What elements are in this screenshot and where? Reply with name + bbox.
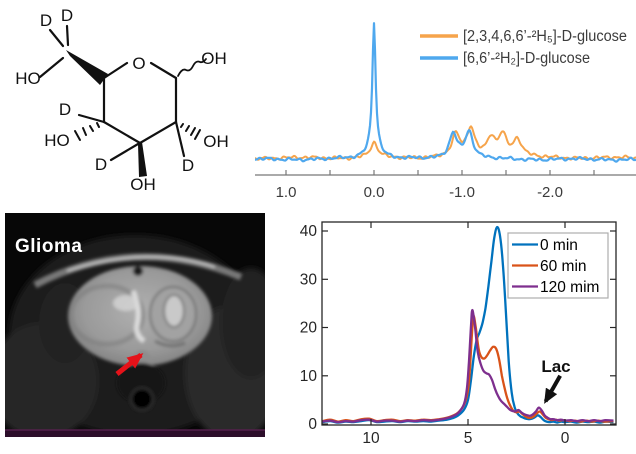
hash-wedge-c2-oh bbox=[180, 123, 201, 140]
nmr-xtick-label-m2: -2.0 bbox=[537, 184, 563, 201]
nmr-series-1 bbox=[255, 22, 636, 163]
atom-label-oh-anomeric: OH bbox=[201, 49, 227, 68]
mri-panel: Glioma bbox=[5, 213, 265, 437]
dmrs-curves bbox=[322, 225, 614, 424]
mri-brain bbox=[33, 253, 243, 412]
wavy-bond bbox=[177, 58, 207, 77]
nmr-legend: [2,3,4,6,6’-²H₅]-D-glucose [6,6’-²H₂]-D-… bbox=[420, 28, 627, 67]
lac-annotation-label: Lac bbox=[541, 357, 570, 376]
tumor-lower-rim bbox=[154, 339, 186, 348]
ytick-20: 20 bbox=[300, 320, 317, 337]
nmr-spectrum-chart: 1.0 0.0 -1.0 -2.0 [2,3,4,6,6’-²H₅]-D-glu… bbox=[255, 22, 636, 201]
glioma-label: Glioma bbox=[15, 236, 82, 257]
nmr-series-0 bbox=[255, 125, 636, 161]
atom-label-d-c2: D bbox=[182, 156, 194, 175]
tumor-core bbox=[163, 294, 185, 328]
xtick-10: 10 bbox=[362, 430, 380, 447]
molecule-bonds bbox=[38, 24, 207, 162]
nmr-x-axis-ticks bbox=[285, 170, 595, 175]
atom-label-ho-left: HO bbox=[15, 69, 41, 88]
ytick-0: 0 bbox=[308, 416, 317, 433]
nmr-xtick-label-m1: -1.0 bbox=[449, 184, 475, 201]
atom-label-ho-c4: HO bbox=[44, 131, 70, 150]
ytick-10: 10 bbox=[300, 368, 317, 385]
xtick-0: 0 bbox=[561, 430, 570, 447]
glioma-mri-image: Glioma bbox=[5, 213, 265, 437]
sub-brain-dark bbox=[117, 363, 165, 403]
xtick-5: 5 bbox=[464, 430, 473, 447]
axes-box bbox=[321, 221, 617, 426]
axis-ticks bbox=[322, 222, 616, 425]
hash-wedge-c4-ho bbox=[74, 122, 100, 141]
atom-label-oh-c2: OH bbox=[203, 132, 229, 151]
legend-label-66h2: [6,6’-²H₂]-D-glucose bbox=[463, 50, 590, 67]
atom-label-d-top-right: D bbox=[61, 6, 73, 25]
nmr-spectrum-curves bbox=[255, 22, 636, 163]
purple-strip bbox=[5, 430, 265, 437]
molecule-panel: D D HO O OH OH D OH D HO D bbox=[0, 0, 255, 210]
dmrs-series-2 bbox=[322, 308, 614, 424]
airway-dark-circle bbox=[129, 386, 155, 412]
wedge-bond-c6 bbox=[66, 50, 108, 85]
bright-patch bbox=[113, 295, 139, 311]
atom-label-oh-c3: OH bbox=[130, 175, 156, 194]
legend-label-60min: 60 min bbox=[540, 258, 587, 275]
left-hemisphere-texture bbox=[68, 283, 146, 347]
dmrs-legend: 0 min 60 min 120 mim bbox=[507, 232, 609, 299]
atom-label-d-top-left: D bbox=[40, 11, 52, 30]
tumor-arrow bbox=[115, 353, 144, 376]
atom-label-d-c4: D bbox=[59, 100, 71, 119]
lac-annotation-arrow bbox=[543, 374, 562, 404]
wedge-bond-c3-oh bbox=[138, 142, 147, 177]
atom-label-d-c3: D bbox=[95, 155, 107, 174]
ytick-30: 30 bbox=[300, 271, 317, 288]
glucose-structure-diagram: D D HO O OH OH D OH D HO D bbox=[15, 6, 229, 194]
ytick-40: 40 bbox=[300, 223, 317, 240]
nmr-xtick-label-1: 1.0 bbox=[276, 184, 297, 201]
skull-arc bbox=[66, 255, 216, 273]
atom-label-ring-o: O bbox=[132, 54, 145, 73]
nmr-spectrum-panel: 1.0 0.0 -1.0 -2.0 [2,3,4,6,6’-²H₅]-D-glu… bbox=[255, 0, 636, 205]
dmrs-time-course-chart: 0 10 20 30 40 10 5 0 0 min 60 min 120 mi… bbox=[300, 221, 617, 447]
legend-label-0min: 0 min bbox=[540, 237, 578, 254]
nmr-xtick-label-0: 0.0 bbox=[364, 184, 385, 201]
midline-notch bbox=[133, 266, 143, 276]
legend-label-120min: 120 mim bbox=[540, 279, 599, 296]
dmrs-plot-panel: 0 10 20 30 40 10 5 0 0 min 60 min 120 mi… bbox=[300, 215, 636, 454]
legend-label-2345h5: [2,3,4,6,6’-²H₅]-D-glucose bbox=[463, 28, 627, 45]
